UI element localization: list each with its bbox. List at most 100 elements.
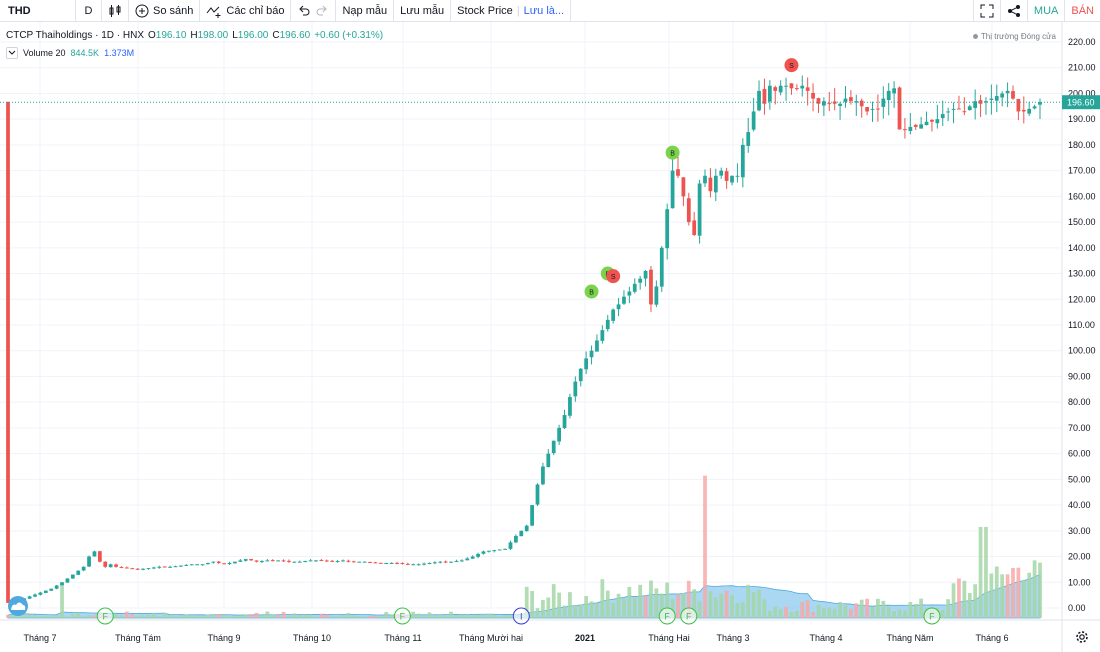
candle-body — [368, 561, 372, 563]
volume-bar — [551, 584, 556, 618]
volume-bar — [470, 615, 475, 618]
volume-bar — [130, 614, 135, 618]
symbol-search[interactable]: THD — [0, 0, 76, 21]
candle-body — [994, 96, 999, 101]
buy-button[interactable]: MUA — [1028, 0, 1066, 21]
price-tick-label: 150.00 — [1068, 217, 1096, 227]
collapse-legend-button[interactable] — [6, 47, 18, 59]
save-template-button[interactable]: Lưu mẫu — [394, 0, 452, 21]
candle-body — [892, 88, 896, 94]
volume-bar — [784, 606, 788, 618]
volume-bar — [859, 599, 864, 618]
price-chart[interactable]: 220.00 210.00 200.00 190.00 180.00 170.00 160.… — [0, 22, 1100, 652]
candle-body — [135, 568, 140, 570]
undo-icon[interactable] — [297, 4, 311, 18]
candle-body — [27, 596, 32, 599]
volume-bar — [222, 614, 227, 618]
volume-bar — [70, 614, 75, 618]
volume-bar — [341, 615, 345, 618]
volume-bar — [595, 603, 599, 618]
volume-bar — [951, 583, 956, 618]
candle-body — [76, 570, 81, 575]
fullscreen-icon — [980, 4, 994, 18]
candle-body — [476, 553, 480, 557]
candle-body — [49, 588, 54, 591]
volume-bar — [16, 615, 21, 618]
volume-bar — [957, 578, 961, 618]
candle-body — [211, 561, 216, 563]
volume-bar — [638, 584, 643, 618]
candle-body — [984, 101, 988, 103]
volume-bar — [486, 614, 491, 618]
sell-button[interactable]: BÁN — [1071, 4, 1094, 17]
candle-body — [319, 560, 324, 562]
candle-body — [708, 177, 713, 192]
volume-bar — [303, 614, 308, 618]
compare-label: So sánh — [153, 4, 194, 17]
volume-bar — [411, 611, 416, 618]
candle-body — [876, 108, 880, 110]
volume-bar — [611, 602, 616, 618]
candle-body — [794, 88, 799, 90]
svg-text:B: B — [670, 151, 675, 158]
candle-body — [557, 427, 562, 442]
load-template-button[interactable]: Nạp mẫu — [336, 0, 395, 21]
candle-body — [849, 97, 853, 102]
candle-body — [168, 566, 172, 568]
redo-icon[interactable] — [315, 4, 329, 18]
candle-body — [600, 330, 605, 341]
volume-bar — [378, 615, 383, 618]
volume-bar — [821, 608, 826, 618]
save-layout-button[interactable]: Lưu là... — [523, 4, 565, 17]
earnings-event: F — [96, 607, 114, 625]
candle-body — [1021, 109, 1026, 112]
time-tick-label: Tháng 4 — [809, 633, 842, 643]
settings-button[interactable] — [1074, 629, 1090, 645]
candle-body — [930, 119, 934, 122]
chart-style-button[interactable] — [102, 0, 129, 21]
candle-body — [297, 561, 302, 563]
candle-body — [449, 561, 453, 563]
volume-bar — [162, 612, 167, 618]
indicators-button[interactable]: Các chỉ báo — [200, 0, 292, 21]
interval-selector[interactable]: D — [76, 0, 102, 21]
candle-body — [249, 559, 254, 561]
candle-body — [141, 568, 145, 570]
candle-body — [595, 340, 599, 352]
candle-body — [692, 220, 697, 235]
compare-button[interactable]: So sánh — [129, 0, 201, 21]
volume-bar — [146, 614, 151, 618]
volume-bar — [216, 614, 221, 618]
candle-body — [260, 561, 264, 563]
candle-body — [724, 171, 729, 181]
candle-body — [897, 87, 902, 130]
volume-bar — [908, 602, 913, 618]
share-button[interactable] — [1001, 0, 1028, 21]
candle-body — [616, 304, 621, 310]
candle-body — [989, 98, 994, 100]
layout-name[interactable]: Stock Price — [457, 4, 513, 17]
volume-bar — [292, 613, 297, 618]
fullscreen-button[interactable] — [974, 0, 1001, 21]
info-event: I — [512, 607, 530, 625]
earnings-event: F — [658, 607, 676, 625]
price-tick-label: 210.00 — [1068, 63, 1096, 73]
volume-bar — [427, 612, 432, 618]
plus-circle-icon — [135, 4, 149, 18]
cloud-logo-icon — [8, 596, 28, 616]
candle-body — [638, 278, 643, 283]
candle-body — [97, 551, 102, 562]
volume-bar — [173, 615, 178, 618]
volume-bar — [913, 603, 918, 618]
volume-bar — [800, 601, 805, 618]
candle-body — [400, 563, 405, 565]
volume-bar — [335, 616, 340, 618]
series-title: CTCP Thaiholdings · 1D · HNX — [6, 30, 145, 41]
share-icon — [1007, 4, 1021, 18]
candle-body — [789, 83, 794, 89]
candle-body — [43, 590, 48, 593]
volume-bar — [919, 598, 924, 618]
volume-bar — [789, 611, 794, 618]
layout-separator: | — [516, 4, 520, 17]
volume-bar — [827, 607, 832, 618]
